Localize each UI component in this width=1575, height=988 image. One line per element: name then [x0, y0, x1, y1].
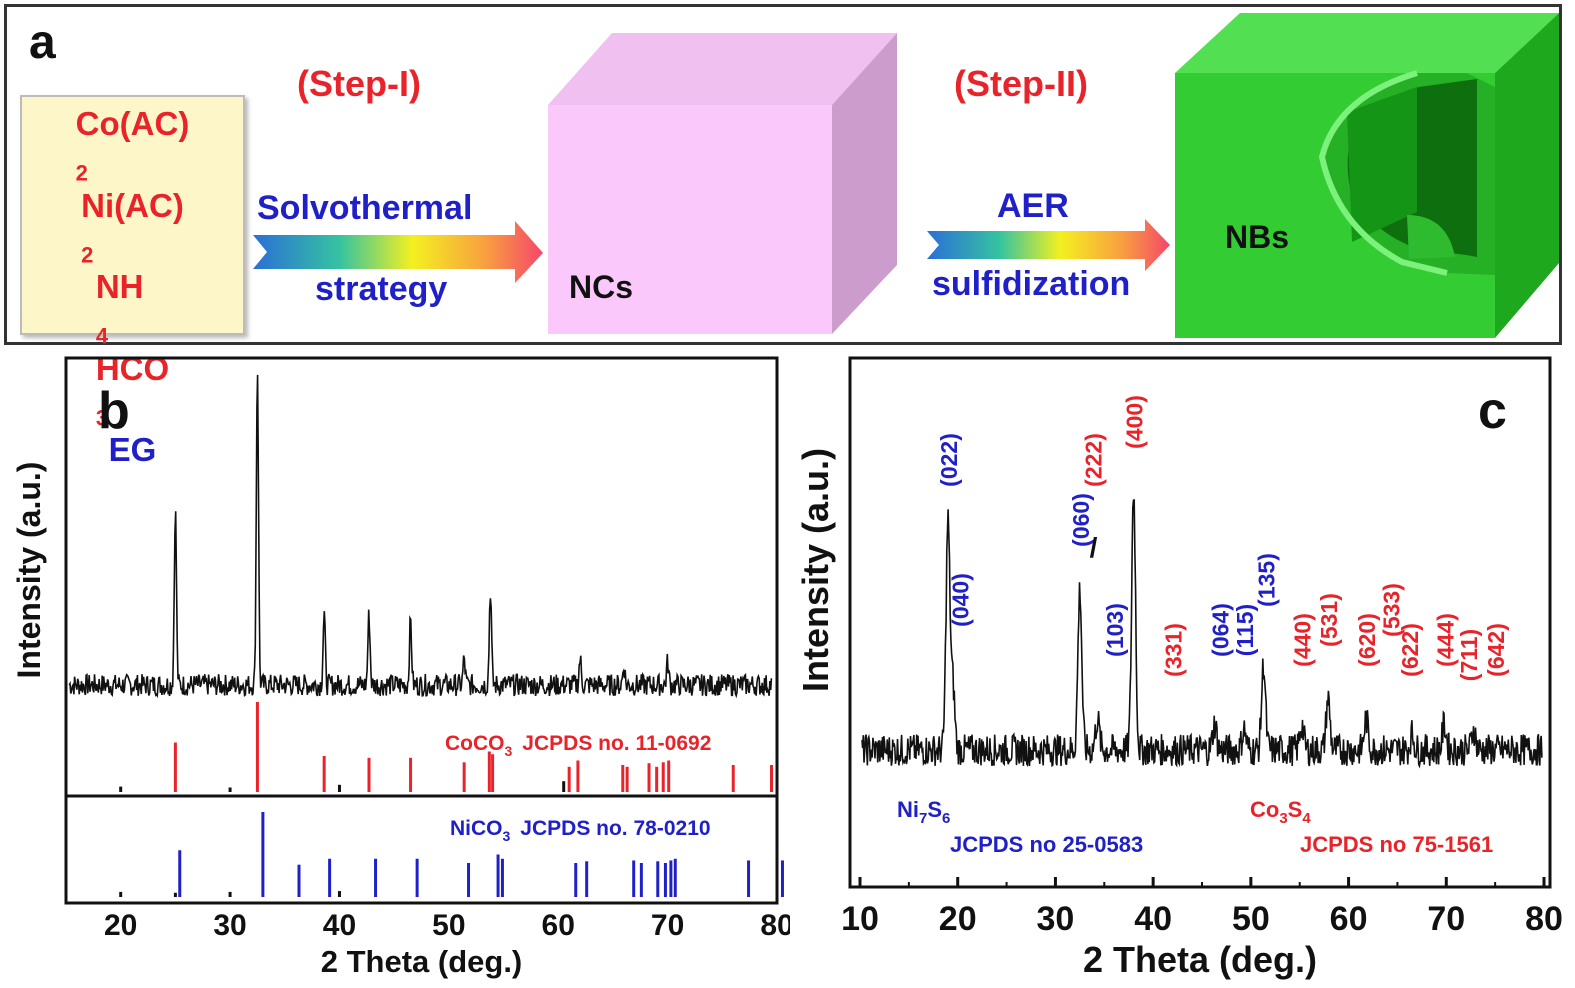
- reference-jcpds-nico3: JCPDS no. 78-0210: [520, 817, 710, 840]
- x-tick-label-30: 30: [213, 909, 246, 942]
- x-axis-label: 2 Theta (deg.): [321, 944, 523, 979]
- reference-label-nico3: NiCO3 JCPDS no. 78-0210: [450, 817, 711, 844]
- step1-arrow-top: Solvothermal: [257, 189, 473, 227]
- hkl-label-11: (440): [1290, 613, 1316, 667]
- panel-c-xrd-chart: c (022) (040) (060)/ (222) (400) (103) (331) (06…: [795, 356, 1563, 980]
- hkl-label-15: (622): [1397, 623, 1423, 677]
- panel-b-label: b: [98, 382, 130, 440]
- legend-ni7s6-sub2: 6: [942, 810, 950, 827]
- plot-frame: [64, 356, 779, 905]
- hkl-label-10: (135): [1254, 553, 1280, 607]
- step1-arrow: [253, 221, 543, 283]
- plot-frame: [848, 356, 1552, 889]
- x-tick-label-70: 70: [651, 909, 684, 942]
- x-tick-label-60: 60: [1330, 900, 1368, 938]
- hkl-label-8: (064): [1208, 603, 1234, 657]
- step1-label: (Step-I): [297, 63, 421, 104]
- reference-jcpds-coco3: JCPDS no. 11-0692: [522, 732, 711, 755]
- legend-ni7s6-jcpds: JCPDS no 25-0583: [950, 832, 1143, 857]
- reactant-co: Co(AC) 2: [75, 105, 190, 186]
- hkl-label-12: (531): [1316, 593, 1342, 647]
- hkl-label-1: (040): [948, 573, 974, 627]
- y-axis-label: Intensity (a.u.): [11, 462, 47, 679]
- y-axis-label: Intensity (a.u.): [795, 448, 836, 692]
- hkl-label-18: (642): [1483, 623, 1509, 677]
- legend-co3s4-sub1: 3: [1279, 810, 1287, 827]
- x-tick-label-70: 70: [1427, 900, 1465, 938]
- step1-arrow-bottom: strategy: [315, 270, 448, 308]
- reactants-box: Co(AC) 2 Ni(AC) 2 NH 4 HCO 3 EG: [20, 95, 245, 468]
- hkl-label-17: (711): [1456, 629, 1482, 681]
- x-tick-label-60: 60: [542, 909, 575, 942]
- ncs-label: NCs: [569, 269, 634, 305]
- step2-arrow-top: AER: [997, 187, 1069, 225]
- xrd-pattern-b: [68, 374, 773, 699]
- x-tick-label-40: 40: [1134, 900, 1172, 938]
- x-tick-label-10: 10: [841, 900, 879, 938]
- hkl-separator: /: [1090, 532, 1098, 563]
- hkl-label-2: (060): [1068, 493, 1094, 547]
- step2-label: (Step-II): [954, 63, 1088, 104]
- legend-ni7s6-s: S: [927, 797, 942, 822]
- hkl-label-5: (400): [1122, 395, 1148, 449]
- x-tick-label-50: 50: [1232, 900, 1270, 938]
- reference-sub-coco3: 3: [505, 743, 513, 759]
- hkl-label-9: (115): [1232, 604, 1258, 656]
- step2-arrow: [927, 219, 1170, 271]
- legend-ni7s6: Ni7S6: [897, 797, 950, 827]
- reactant-eg: EG: [108, 431, 157, 469]
- x-tick-label-20: 20: [939, 900, 977, 938]
- hkl-label-6: (103): [1102, 603, 1128, 657]
- hkl-label-13: (620): [1354, 613, 1380, 667]
- hkl-label-16: (444): [1432, 613, 1458, 667]
- x-tick-label-20: 20: [104, 909, 137, 942]
- x-tick-label-80: 80: [760, 909, 790, 942]
- legend-co3s4: Co3S4: [1250, 797, 1311, 827]
- hkl-label-7: (331): [1161, 623, 1187, 677]
- x-tick-label-80: 80: [1525, 900, 1563, 938]
- x-tick-label-40: 40: [323, 909, 356, 942]
- panel-c-label: c: [1478, 382, 1507, 440]
- legend-ni7s6-sub1: 7: [919, 810, 927, 827]
- nbs-cube: [1175, 13, 1559, 338]
- xrd-pattern-c: [861, 499, 1543, 769]
- reference-sub-nico3: 3: [503, 828, 511, 844]
- hkl-label-14: (533): [1379, 583, 1405, 637]
- x-axis-label: 2 Theta (deg.): [1083, 939, 1317, 980]
- reactant-nh4hco3: NH 4 HCO 3: [95, 268, 170, 431]
- reactant-ni: Ni(AC) 2: [81, 186, 184, 268]
- panel-a-scheme: a Co(AC) 2 Ni(AC) 2 NH 4 HCO 3 EG (Step-I) So…: [4, 4, 1562, 468]
- nbs-label: NBs: [1225, 219, 1290, 255]
- hkl-label-4: (222): [1081, 433, 1107, 487]
- legend-co3s4-jcpds: JCPDS no 75-1561: [1300, 832, 1493, 857]
- legend-co3s4-s: S: [1288, 797, 1303, 822]
- reference-label-coco3: CoCO3 JCPDS no. 11-0692: [445, 732, 711, 759]
- ncs-cube: [548, 33, 897, 334]
- x-tick-label-30: 30: [1037, 900, 1075, 938]
- panel-a-label: a: [29, 16, 56, 69]
- panel-a-graphics: [253, 13, 1559, 338]
- legend-co3s4-sub2: 4: [1302, 810, 1311, 827]
- step2-arrow-bottom: sulfidization: [932, 265, 1131, 303]
- hkl-label-0: (022): [936, 433, 962, 487]
- x-tick-label-50: 50: [432, 909, 465, 942]
